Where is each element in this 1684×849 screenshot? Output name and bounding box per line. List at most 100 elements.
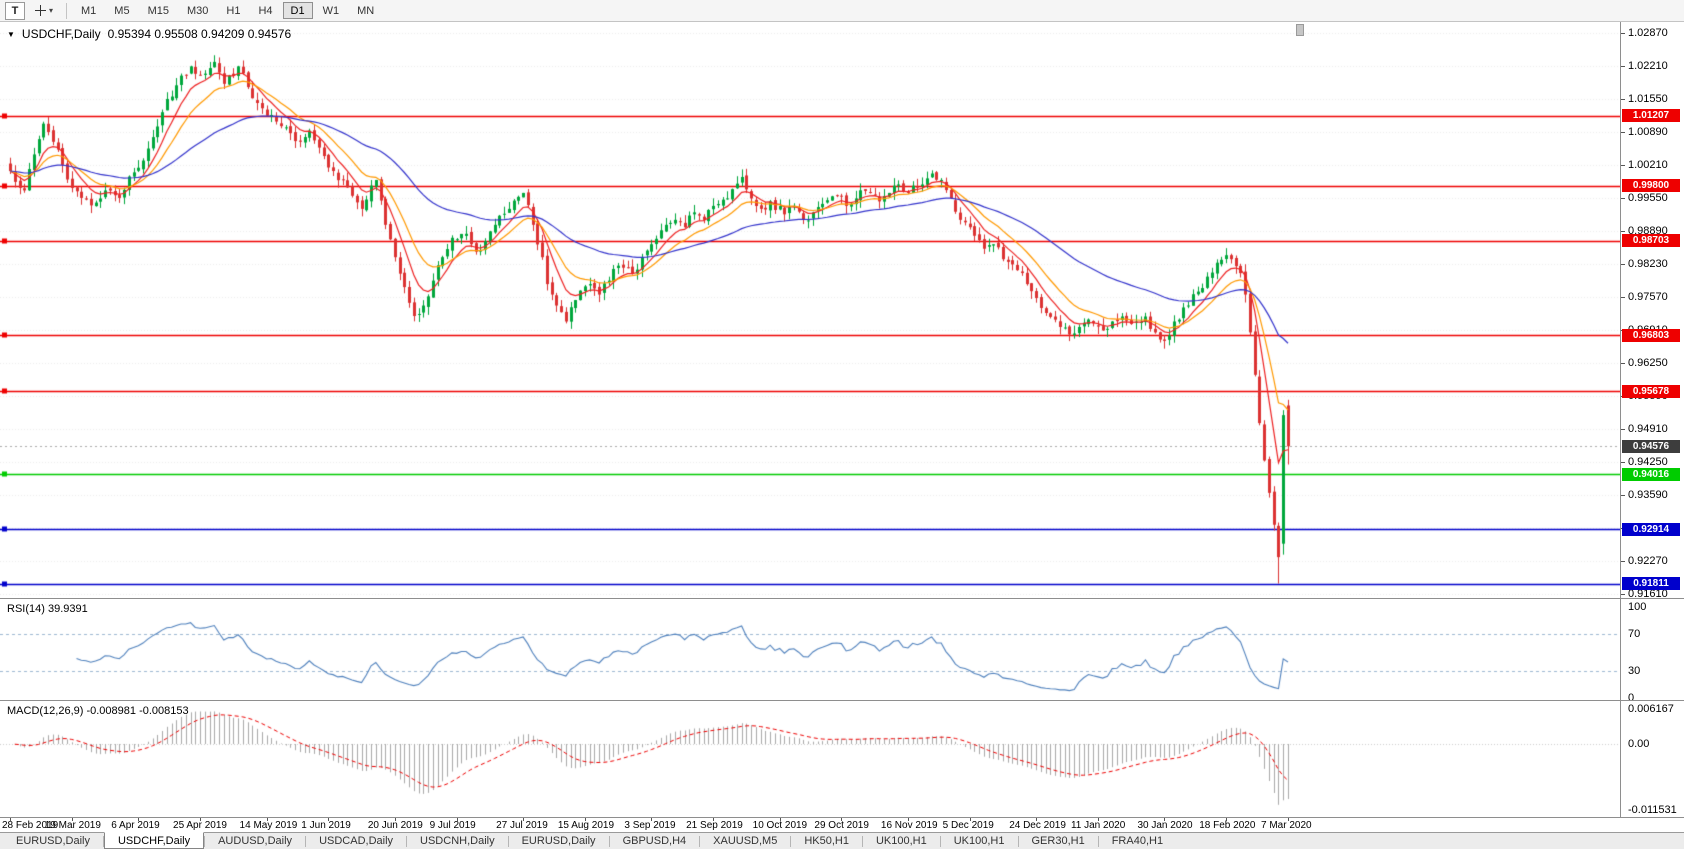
time-axis-tick <box>71 818 73 821</box>
price-axis-label: 0.91610 <box>1628 588 1668 600</box>
time-axis-label: 14 May 2019 <box>239 820 298 831</box>
price-axis-tick <box>1621 33 1625 34</box>
price-line-tag-0.94016: 0.94016 <box>1622 467 1680 481</box>
price-axis-label: 0.96250 <box>1628 357 1668 369</box>
time-axis-label: 18 Feb 2020 <box>1199 820 1256 831</box>
price-axis-tick <box>1621 165 1625 166</box>
price-axis-label: 0.99550 <box>1628 192 1668 204</box>
time-axis-tick <box>713 818 715 821</box>
price-axis-tick <box>1621 66 1625 67</box>
time-axis-label: 28 Feb 2019 <box>2 820 59 831</box>
chart-tab-fra40-h1[interactable]: FRA40,H1 <box>1111 835 1164 847</box>
chart-tab-hk50-h1[interactable]: HK50,H1 <box>804 835 849 847</box>
price-axis-tick <box>1621 99 1625 100</box>
price-axis-tick <box>1621 495 1625 496</box>
chart-tab-xauusd-m5[interactable]: XAUUSD,M5 <box>713 835 778 847</box>
chart-shift-marker[interactable] <box>1296 24 1304 36</box>
time-axis-label: 1 Jun 2019 <box>301 820 351 831</box>
time-axis-tick <box>584 818 586 821</box>
pane-divider[interactable] <box>0 598 1684 599</box>
chart-tab-usdchf-daily[interactable]: USDCHF,Daily <box>103 832 205 849</box>
time-axis-tick <box>841 818 843 821</box>
time-axis-tick <box>779 818 781 821</box>
time-axis-tick <box>1036 818 1038 821</box>
price-line-tag-1.01207: 1.01207 <box>1622 109 1680 123</box>
price-axis-tick <box>1621 132 1625 133</box>
chart-symbol-label: USDCHF,Daily <box>21 27 101 41</box>
time-axis-tick <box>394 818 396 821</box>
time-axis-label: 19 Mar 2019 <box>44 820 101 831</box>
price-line-tag-0.96803: 0.96803 <box>1622 328 1680 342</box>
chart-ohlc-values: 0.95394 0.95508 0.94209 0.94576 <box>107 27 292 41</box>
time-axis-tick <box>651 818 653 821</box>
price-axis-label: 0.94910 <box>1628 423 1668 435</box>
timeframe-button-mn[interactable]: MN <box>349 2 382 19</box>
timeframe-button-w1[interactable]: W1 <box>315 2 348 19</box>
time-axis[interactable]: 28 Feb 2019 19 Mar 2019 6 Apr 2019 25 Apr 2… <box>0 817 1684 832</box>
tab-separator <box>790 835 792 847</box>
timeframe-button-m5[interactable]: M5 <box>106 2 137 19</box>
time-axis-label: 6 Apr 2019 <box>111 820 160 831</box>
timeframe-button-m30[interactable]: M30 <box>179 2 216 19</box>
macd-axis-label: 0.00 <box>1628 738 1650 750</box>
time-axis-tick <box>138 818 140 821</box>
chart-tab-eurusd-daily[interactable]: EURUSD,Daily <box>16 835 90 847</box>
price-axis-tick <box>1621 231 1625 232</box>
rsi-indicator-label: RSI(14) 39.9391 <box>7 603 88 615</box>
chart-tab-gbpusd-h4[interactable]: GBPUSD,H4 <box>622 835 687 847</box>
price-axis-tick <box>1621 363 1625 364</box>
timeframe-button-d1[interactable]: D1 <box>282 2 313 19</box>
crosshair-icon <box>35 5 46 16</box>
chart-window: ▼ USDCHF,Daily 0.95394 0.95508 0.94209 0… <box>0 22 1684 832</box>
time-axis-label: 21 Sep 2019 <box>686 820 743 831</box>
chart-tab-audusd-daily[interactable]: AUDUSD,Daily <box>218 835 293 847</box>
chart-tab-uk100-h1[interactable]: UK100,H1 <box>953 835 1005 847</box>
price-axis-label: 0.92270 <box>1628 555 1668 567</box>
time-axis-label: 15 Aug 2019 <box>557 820 615 831</box>
time-axis-label: 5 Dec 2019 <box>942 820 994 831</box>
time-axis-tick <box>328 818 330 821</box>
chart-tab-usdcad-daily[interactable]: USDCAD,Daily <box>319 835 394 847</box>
timeframe-button-h4[interactable]: H4 <box>250 2 280 19</box>
pane-divider[interactable] <box>0 700 1684 701</box>
timeframe-button-h1[interactable]: H1 <box>218 2 248 19</box>
price-line-tag-0.91811: 0.91811 <box>1622 577 1680 591</box>
chart-tab-ger30-h1[interactable]: GER30,H1 <box>1031 835 1085 847</box>
time-axis-label: 24 Dec 2019 <box>1009 820 1066 831</box>
time-axis-label: 3 Sep 2019 <box>624 820 676 831</box>
chart-tab-uk100-h1[interactable]: UK100,H1 <box>875 835 927 847</box>
time-axis-tick <box>456 818 458 821</box>
price-axis[interactable]: 1.02870 1.02210 1.01550 1.00890 1.00210 0.995… <box>1620 22 1684 817</box>
price-axis-tick <box>1621 462 1625 463</box>
price-line-tag-0.95678: 0.95678 <box>1622 384 1680 398</box>
tab-separator <box>406 835 408 847</box>
crosshair-tool-button[interactable]: ▾ <box>27 2 60 20</box>
timeframe-button-m1[interactable]: M1 <box>73 2 104 19</box>
caret-down-icon: ▾ <box>49 6 54 15</box>
price-axis-label: 1.00210 <box>1628 159 1668 171</box>
time-axis-label: 16 Nov 2019 <box>880 820 938 831</box>
chart-tab-usdcnh-daily[interactable]: USDCNH,Daily <box>420 835 495 847</box>
price-axis-tick <box>1621 429 1625 430</box>
time-axis-label: 7 Mar 2020 <box>1260 820 1312 831</box>
time-axis-label: 27 Jul 2019 <box>496 820 548 831</box>
timeframe-button-m15[interactable]: M15 <box>140 2 177 19</box>
collapse-icon[interactable]: ▼ <box>7 29 15 39</box>
tab-separator <box>1017 835 1019 847</box>
time-axis-label: 29 Oct 2019 <box>814 820 869 831</box>
tab-separator <box>861 835 863 847</box>
macd-indicator-label: MACD(12,26,9) -0.008981 -0.008153 <box>7 705 189 717</box>
price-line-tag-0.99800: 0.99800 <box>1622 179 1680 193</box>
text-tool-button[interactable]: T <box>5 1 25 20</box>
time-axis-label: 30 Jan 2020 <box>1137 820 1193 831</box>
rsi-axis-label: 70 <box>1628 628 1641 641</box>
tab-separator <box>102 835 104 847</box>
price-axis-tick <box>1621 198 1625 199</box>
chart-canvas[interactable] <box>0 22 1620 817</box>
price-axis-label: 1.01550 <box>1628 93 1668 105</box>
current-price-tag: 0.94576 <box>1622 439 1680 453</box>
tab-separator <box>1097 835 1099 847</box>
chart-tab-eurusd-daily[interactable]: EURUSD,Daily <box>521 835 596 847</box>
tab-separator <box>305 835 307 847</box>
